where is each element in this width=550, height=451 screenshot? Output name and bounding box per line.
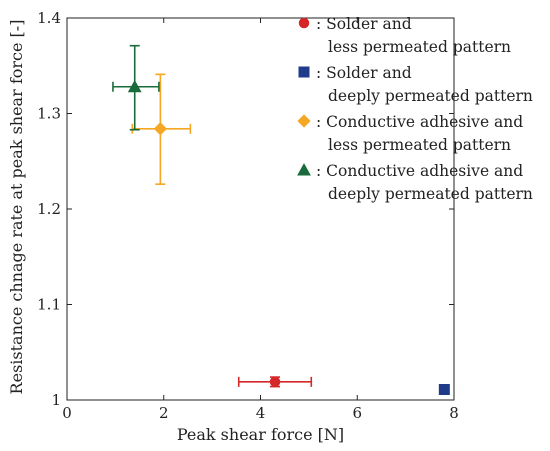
legend-item: : Solder and deeply permeated pattern [298, 64, 533, 105]
y-axis-ticks: 1 1.1 1.2 1.3 1.4 [37, 9, 454, 409]
series-group [131, 73, 192, 185]
data-point [127, 79, 142, 93]
x-tick-label: 0 [62, 404, 72, 422]
series-group [112, 44, 160, 131]
series-group [237, 376, 313, 388]
data-point [269, 376, 281, 388]
data-point [297, 114, 311, 128]
legend-label: deeply permeated pattern [328, 185, 533, 203]
y-axis-label: Resistance chnage rate at peak shear for… [7, 20, 26, 395]
x-axis-ticks: 0 2 4 6 8 [62, 18, 459, 422]
legend-label: less permeated pattern [328, 38, 511, 56]
data-point [438, 383, 450, 395]
data-point [297, 163, 311, 176]
legend-label: less permeated pattern [328, 136, 511, 154]
legend-item: : Solder and less permeated pattern [298, 15, 511, 56]
y-tick-label: 1.4 [37, 9, 61, 27]
x-tick-label: 8 [449, 404, 459, 422]
legend-label: : Solder and [316, 64, 412, 82]
y-tick-label: 1.3 [37, 105, 61, 123]
legend-label: : Conductive adhesive and [316, 162, 523, 180]
data-series [112, 44, 450, 395]
x-tick-label: 4 [256, 404, 266, 422]
x-tick-label: 2 [159, 404, 169, 422]
x-tick-label: 6 [352, 404, 362, 422]
y-tick-label: 1.1 [37, 296, 61, 314]
x-axis-label: Peak shear force [N] [177, 425, 344, 444]
series-group [438, 383, 450, 395]
y-tick-label: 1 [51, 391, 61, 409]
y-tick-label: 1.2 [37, 200, 61, 218]
legend-item: : Conductive adhesive and deeply permeate… [297, 162, 533, 203]
legend-label: deeply permeated pattern [328, 87, 533, 105]
data-point [298, 17, 310, 29]
legend-item: : Conductive adhesive and less permeated … [297, 113, 523, 154]
data-point [153, 122, 167, 136]
data-point [298, 66, 310, 78]
legend-label: : Conductive adhesive and [316, 113, 523, 131]
legend-label: : Solder and [316, 15, 412, 33]
